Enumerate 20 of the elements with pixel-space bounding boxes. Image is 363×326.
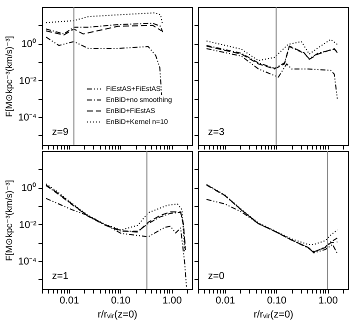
x-axis-title: r/rᵥᵢᵣ(z=0) (98, 310, 138, 320)
x-tick-label: 0.10 (110, 296, 131, 306)
y-tick-label: 10⁻⁴ (18, 112, 36, 124)
y-tick-label: 10⁰ (21, 182, 36, 194)
y-tick-label: 10⁻² (19, 76, 38, 87)
y-tick-label: 10⁻⁴ (18, 256, 36, 268)
y-tick-label: 10⁻² (19, 220, 38, 231)
x-tick-label: 1.00 (162, 296, 182, 306)
y-axis-title: F[M⊙kpc⁻³(km/s)⁻³] (4, 180, 14, 261)
annotation: z=3 (208, 127, 225, 138)
x-tick-label: 0.01 (60, 296, 80, 306)
x-tick-label: 1.00 (318, 296, 338, 306)
x-tick-label: 0.01 (216, 296, 236, 306)
x-axis-title: r/rᵥᵢᵣ(z=0) (254, 310, 294, 320)
x-tick-label: 0.10 (266, 296, 287, 306)
annotation: z=9 (52, 127, 69, 138)
annotation: z=0 (208, 271, 225, 282)
annotation: z=1 (52, 271, 69, 282)
y-axis-title: F[M⊙kpc⁻³(km/s)⁻³] (4, 36, 14, 117)
y-tick-label: 10⁰ (21, 38, 36, 50)
